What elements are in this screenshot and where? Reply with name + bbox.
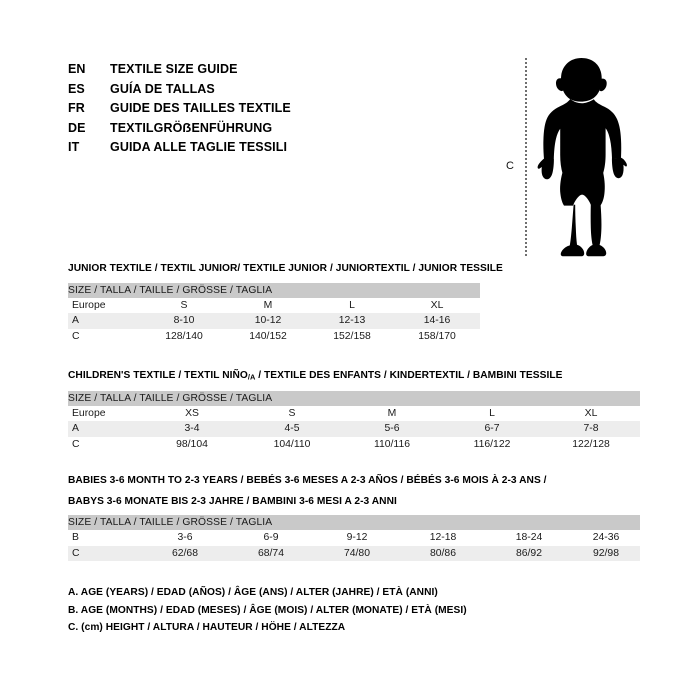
- height-illustration: C: [495, 50, 670, 265]
- language-code-en: EN: [68, 62, 86, 76]
- children-cell-c-4: 122/128: [542, 436, 641, 453]
- children-row-label-europe: Europe: [68, 405, 142, 422]
- children-cell-c-1: 104/110: [242, 436, 342, 453]
- junior-cell-c-1: 140/152: [226, 328, 310, 344]
- section-babies-textile: BABIES 3-6 MONTH TO 2-3 YEARS / BEBÉS 3-…: [68, 474, 640, 561]
- section-children-title: CHILDREN'S TEXTILE / TEXTIL NIÑO/A / TEX…: [68, 369, 640, 385]
- title-row-es: ES GUÍA DE TALLAS: [68, 82, 398, 102]
- measurement-legend: A. AGE (YEARS) / EDAD (AÑOS) / ÂGE (ANS)…: [68, 584, 488, 637]
- babies-cell-b-5: 24-36: [572, 530, 640, 546]
- junior-cell-europe-3: XL: [394, 297, 481, 313]
- children-cell-europe-0: XS: [142, 405, 242, 422]
- table-row: Europe S M L XL: [68, 297, 481, 313]
- children-row-label-c: C: [68, 436, 142, 453]
- junior-cell-a-3: 14-16: [394, 313, 481, 329]
- junior-cell-a-2: 12-13: [310, 313, 394, 329]
- title-text-es: GUÍA DE TALLAS: [110, 81, 215, 96]
- junior-size-header-label: SIZE / TALLA / TAILLE / GRÖSSE / TAGLIA: [68, 282, 481, 298]
- junior-row-label-a: A: [68, 313, 142, 329]
- junior-row-label-c: C: [68, 328, 142, 344]
- section-children-textile: CHILDREN'S TEXTILE / TEXTIL NIÑO/A / TEX…: [68, 369, 641, 453]
- section-babies-title-line1: BABIES 3-6 MONTH TO 2-3 YEARS / BEBÉS 3-…: [68, 475, 547, 486]
- junior-cell-a-0: 8-10: [142, 313, 226, 329]
- table-row: C 62/68 68/74 74/80 80/86 86/92 92/98: [68, 545, 640, 561]
- junior-cell-a-1: 10-12: [226, 313, 310, 329]
- legend-row-a: A. AGE (YEARS) / EDAD (AÑOS) / ÂGE (ANS)…: [68, 587, 438, 598]
- section-children-title-subscript: /A: [247, 372, 256, 382]
- babies-cell-c-4: 86/92: [486, 545, 572, 561]
- children-cell-a-3: 6-7: [442, 421, 542, 437]
- language-code-fr: FR: [68, 101, 85, 115]
- babies-cell-b-1: 6-9: [228, 530, 314, 546]
- table-row: A 8-10 10-12 12-13 14-16: [68, 313, 481, 329]
- title-text-de: TEXTILGRÖẞENFÜHRUNG: [110, 120, 273, 135]
- language-code-es: ES: [68, 81, 85, 96]
- title-row-fr: FR GUIDE DES TAILLES TEXTILE: [68, 101, 398, 121]
- babies-cell-c-5: 92/98: [572, 545, 640, 561]
- language-code-it: IT: [68, 140, 80, 154]
- language-code-de: DE: [68, 120, 86, 135]
- babies-cell-b-4: 18-24: [486, 530, 572, 546]
- title-text-en: TEXTILE SIZE GUIDE: [110, 62, 238, 76]
- legend-row-b: B. AGE (MONTHS) / EDAD (MESES) / ÂGE (MO…: [68, 604, 467, 616]
- table-row: C 128/140 140/152 152/158 158/170: [68, 328, 481, 344]
- section-children-title-pre: CHILDREN'S TEXTILE / TEXTIL NIÑO: [68, 370, 248, 381]
- children-cell-c-0: 98/104: [142, 436, 242, 453]
- babies-row-label-c: C: [68, 545, 142, 561]
- size-guide-title-block: EN TEXTILE SIZE GUIDE ES GUÍA DE TALLAS …: [68, 62, 398, 160]
- children-size-header-label: SIZE / TALLA / TAILLE / GRÖSSE / TAGLIA: [68, 390, 641, 406]
- junior-size-table: SIZE / TALLA / TAILLE / GRÖSSE / TAGLIA …: [68, 282, 481, 344]
- babies-cell-c-3: 80/86: [400, 545, 486, 561]
- children-cell-europe-4: XL: [542, 405, 641, 422]
- legend-row-c: C. (cm) HEIGHT / ALTURA / HAUTEUR / HÖHE…: [68, 622, 346, 633]
- children-cell-europe-3: L: [442, 405, 542, 422]
- toddler-silhouette-icon: [537, 56, 627, 258]
- junior-cell-c-0: 128/140: [142, 328, 226, 344]
- title-row-it: IT GUIDA ALLE TAGLIE TESSILI: [68, 140, 398, 160]
- junior-cell-europe-0: S: [142, 297, 226, 313]
- table-row: C 98/104 104/110 110/116 116/122 122/128: [68, 436, 641, 453]
- children-cell-c-2: 110/116: [342, 436, 442, 453]
- section-babies-title-line2: BABYS 3-6 MONATE BIS 2-3 JAHRE / BAMBINI…: [68, 495, 397, 507]
- junior-cell-europe-1: M: [226, 297, 310, 313]
- title-row-en: EN TEXTILE SIZE GUIDE: [68, 62, 398, 82]
- children-cell-europe-1: S: [242, 405, 342, 422]
- children-cell-a-1: 4-5: [242, 421, 342, 437]
- babies-cell-c-0: 62/68: [142, 545, 228, 561]
- children-cell-a-0: 3-4: [142, 421, 242, 437]
- babies-size-header-row: SIZE / TALLA / TAILLE / GRÖSSE / TAGLIA: [68, 515, 640, 530]
- babies-cell-b-2: 9-12: [314, 530, 400, 546]
- babies-size-header-label: SIZE / TALLA / TAILLE / GRÖSSE / TAGLIA: [68, 515, 640, 530]
- babies-row-label-b: B: [68, 530, 142, 546]
- babies-cell-b-3: 12-18: [400, 530, 486, 546]
- height-measure-label: C: [506, 160, 515, 172]
- babies-cell-b-0: 3-6: [142, 530, 228, 546]
- title-text-it: GUIDA ALLE TAGLIE TESSILI: [110, 140, 288, 154]
- babies-cell-c-1: 68/74: [228, 545, 314, 561]
- children-cell-a-4: 7-8: [542, 421, 641, 437]
- babies-size-table: SIZE / TALLA / TAILLE / GRÖSSE / TAGLIA …: [68, 515, 640, 561]
- section-junior-textile: JUNIOR TEXTILE / TEXTIL JUNIOR/ TEXTILE …: [68, 262, 503, 344]
- children-size-table: SIZE / TALLA / TAILLE / GRÖSSE / TAGLIA …: [68, 390, 641, 453]
- height-measure-dotted-line: [525, 58, 527, 256]
- children-cell-a-2: 5-6: [342, 421, 442, 437]
- section-junior-title: JUNIOR TEXTILE / TEXTIL JUNIOR/ TEXTILE …: [68, 263, 503, 274]
- junior-cell-europe-2: L: [310, 297, 394, 313]
- section-children-title-post: / TEXTILE DES ENFANTS / KINDERTEXTIL / B…: [255, 370, 563, 381]
- babies-cell-c-2: 74/80: [314, 545, 400, 561]
- junior-cell-c-3: 158/170: [394, 328, 481, 344]
- junior-cell-c-2: 152/158: [310, 328, 394, 344]
- table-row: B 3-6 6-9 9-12 12-18 18-24 24-36: [68, 530, 640, 546]
- children-row-label-a: A: [68, 421, 142, 437]
- title-text-fr: GUIDE DES TAILLES TEXTILE: [110, 101, 291, 115]
- children-size-header-row: SIZE / TALLA / TAILLE / GRÖSSE / TAGLIA: [68, 390, 641, 406]
- children-cell-c-3: 116/122: [442, 436, 542, 453]
- title-row-de: DE TEXTILGRÖẞENFÜHRUNG: [68, 121, 398, 141]
- junior-row-label-europe: Europe: [68, 297, 142, 313]
- junior-size-header-row: SIZE / TALLA / TAILLE / GRÖSSE / TAGLIA: [68, 282, 481, 298]
- table-row: A 3-4 4-5 5-6 6-7 7-8: [68, 421, 641, 437]
- table-row: Europe XS S M L XL: [68, 405, 641, 422]
- children-cell-europe-2: M: [342, 405, 442, 422]
